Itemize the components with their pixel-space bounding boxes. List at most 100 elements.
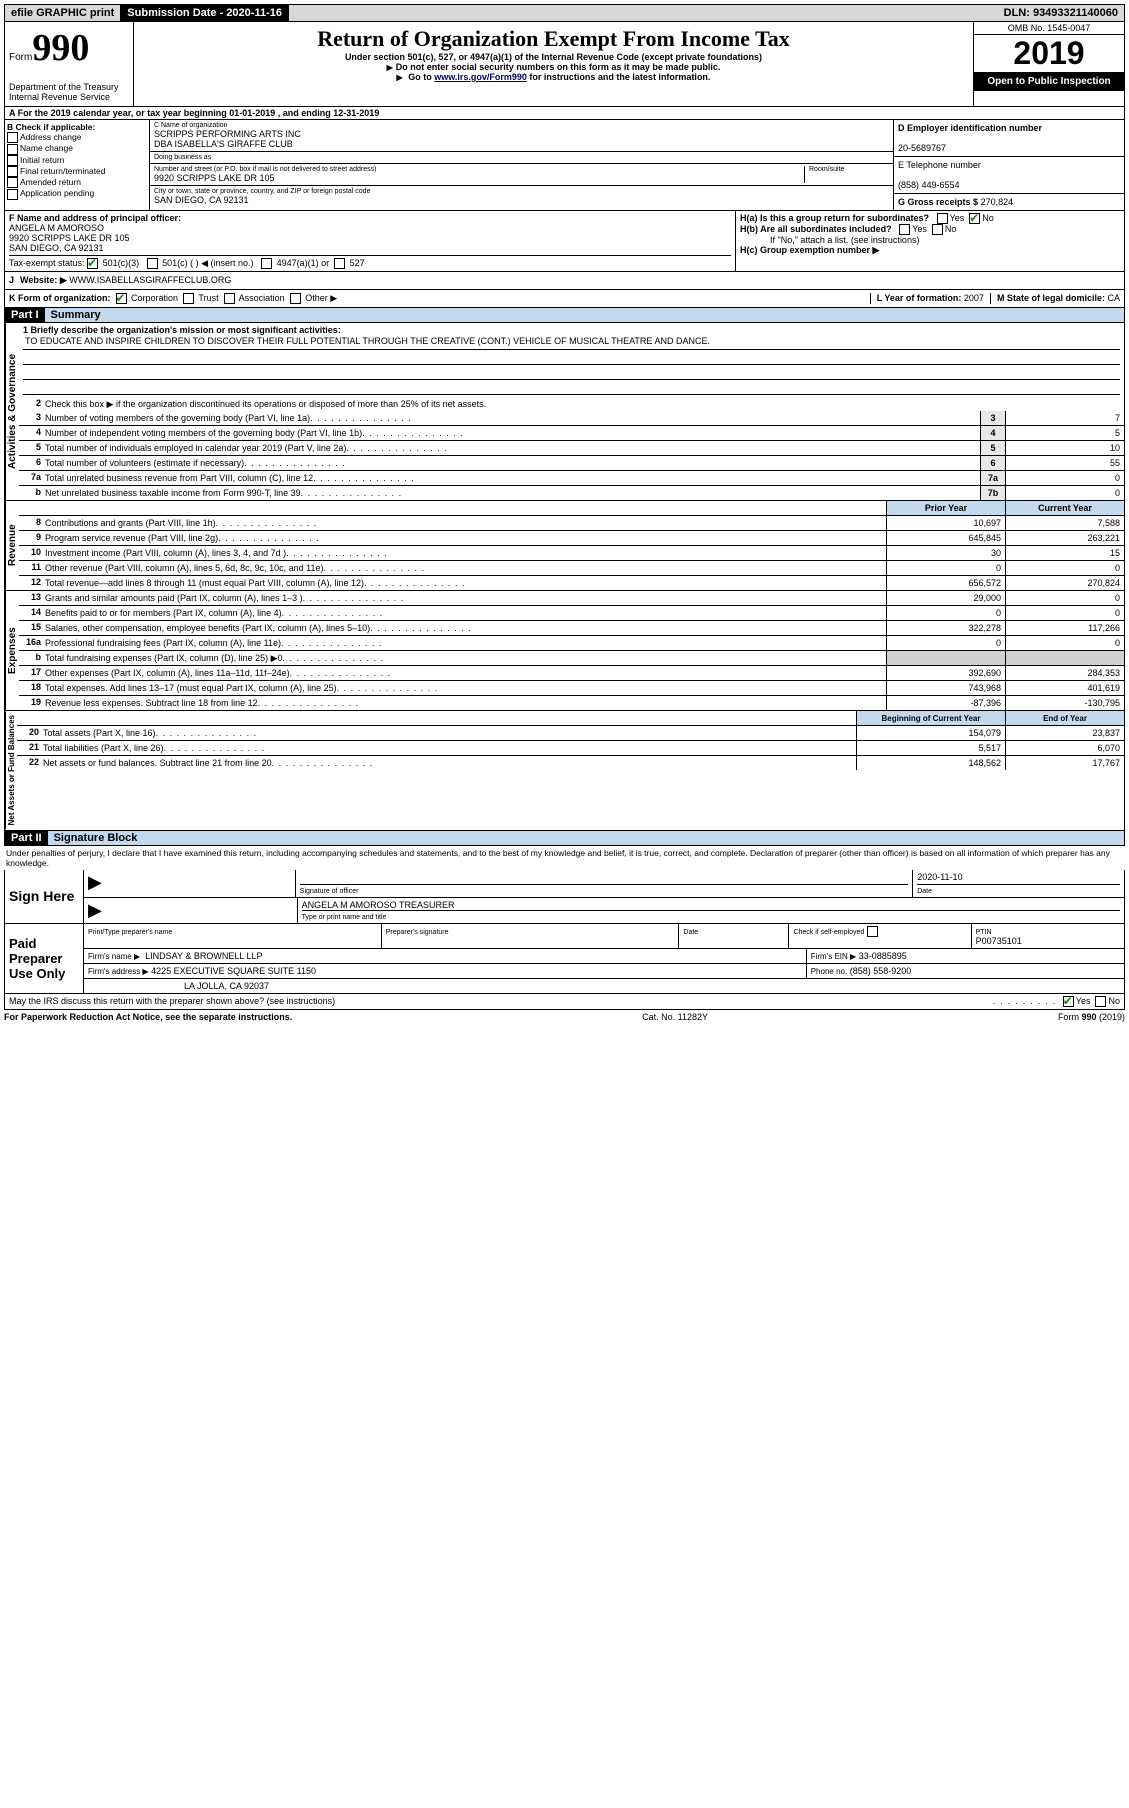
form-subtitle-1: Under section 501(c), 527, or 4947(a)(1)… (138, 52, 969, 62)
table-row: 17Other expenses (Part IX, column (A), l… (19, 666, 1124, 681)
block-j: J Website: ▶ WWW.ISABELLASGIRAFFECLUB.OR… (4, 272, 1125, 290)
exp-table: Expenses 13Grants and similar amounts pa… (4, 591, 1125, 711)
na-body: Beginning of Current Year End of Year 20… (17, 711, 1124, 829)
ag-body: 1 Briefly describe the organization's mi… (19, 323, 1124, 500)
vtab-revenue: Revenue (5, 501, 19, 590)
vtab-activities: Activities & Governance (5, 323, 19, 500)
table-row: 4Number of independent voting members of… (19, 426, 1124, 441)
table-row: 12Total revenue—add lines 8 through 11 (… (19, 576, 1124, 590)
block-fh: F Name and address of principal officer:… (4, 211, 1125, 272)
chk-hb-no[interactable] (932, 224, 943, 235)
table-row: bTotal fundraising expenses (Part IX, co… (19, 651, 1124, 666)
chk-trust[interactable] (183, 293, 194, 304)
part1-title: Summary (45, 308, 1124, 322)
chk-self-emp[interactable] (867, 926, 878, 937)
chk-name-change[interactable] (7, 144, 18, 155)
form-number: 990 (32, 27, 89, 69)
caret-icon-2: ▶ (84, 898, 298, 923)
block-e: E Telephone number (858) 449-6554 (894, 157, 1124, 194)
paid-preparer-label: Paid Preparer Use Only (5, 924, 84, 993)
footer-mid: Cat. No. 11282Y (642, 1012, 708, 1022)
table-row: 21Total liabilities (Part X, line 26)5,5… (17, 741, 1124, 756)
form-left: Form990 Department of the TreasuryIntern… (5, 22, 134, 106)
block-g: G Gross receipts $ 270,824 (894, 194, 1124, 210)
block-deg: D Employer identification number 20-5689… (893, 120, 1124, 210)
form-title: Return of Organization Exempt From Incom… (138, 26, 969, 52)
part2-header-row: Part II Signature Block (4, 831, 1125, 846)
block-h: H(a) Is this a group return for subordin… (736, 211, 1124, 271)
efile-label: efile GRAPHIC print (5, 5, 121, 21)
chk-4947[interactable] (261, 258, 272, 269)
line2: 2 Check this box ▶ if the organization d… (19, 397, 1124, 411)
rev-header: Prior Year Current Year (19, 501, 1124, 516)
rev-table: Revenue Prior Year Current Year 8Contrib… (4, 501, 1125, 591)
chk-501c3[interactable] (87, 258, 98, 269)
section-a: A For the 2019 calendar year, or tax yea… (4, 107, 1125, 120)
exp-body: 13Grants and similar amounts paid (Part … (19, 591, 1124, 710)
chk-final-return[interactable] (7, 166, 18, 177)
discuss-row: May the IRS discuss this return with the… (5, 994, 1124, 1009)
part2-badge: Part II (5, 831, 48, 845)
table-row: 20Total assets (Part X, line 16)154,0792… (17, 726, 1124, 741)
footer-right: Form 990 (2019) (1058, 1012, 1125, 1022)
part1-header-row: Part I Summary (4, 308, 1125, 323)
table-row: 8Contributions and grants (Part VIII, li… (19, 516, 1124, 531)
table-row: 14Benefits paid to or for members (Part … (19, 606, 1124, 621)
paid-preparer-row: Paid Preparer Use Only Print/Type prepar… (5, 924, 1124, 994)
city-row: City or town, state or province, country… (150, 186, 893, 207)
form-subtitle-2: Do not enter social security numbers on … (138, 62, 969, 72)
block-b: B Check if applicable: Address change Na… (5, 120, 150, 210)
na-table: Net Assets or Fund Balances Beginning of… (4, 711, 1125, 830)
table-row: 16aProfessional fundraising fees (Part I… (19, 636, 1124, 651)
chk-ha-yes[interactable] (937, 213, 948, 224)
part2-title: Signature Block (48, 831, 1124, 845)
chk-501c[interactable] (147, 258, 158, 269)
chk-address-change[interactable] (7, 132, 18, 143)
line1-block: 1 Briefly describe the organization's mi… (19, 323, 1124, 397)
chk-discuss-yes[interactable] (1063, 996, 1074, 1007)
mission-text: TO EDUCATE AND INSPIRE CHILDREN TO DISCO… (23, 335, 1120, 350)
table-row: 6Total number of volunteers (estimate if… (19, 456, 1124, 471)
chk-app-pending[interactable] (7, 189, 18, 200)
chk-hb-yes[interactable] (899, 224, 910, 235)
open-public-badge: Open to Public Inspection (974, 72, 1124, 91)
footer: For Paperwork Reduction Act Notice, see … (4, 1010, 1125, 1024)
form-subtitle-3: Go to www.irs.gov/Form990 for instructio… (138, 72, 969, 82)
topbar: efile GRAPHIC print Submission Date - 20… (4, 4, 1125, 22)
rev-body: Prior Year Current Year 8Contributions a… (19, 501, 1124, 590)
table-row: 7aTotal unrelated business revenue from … (19, 471, 1124, 486)
chk-discuss-no[interactable] (1095, 996, 1106, 1007)
dba-row: Doing business as (150, 152, 893, 164)
chk-initial-return[interactable] (7, 155, 18, 166)
caret-icon: ▶ (84, 870, 296, 897)
irs-link[interactable]: www.irs.gov/Form990 (434, 72, 527, 82)
vtab-expenses: Expenses (5, 591, 19, 710)
footer-left: For Paperwork Reduction Act Notice, see … (4, 1012, 292, 1022)
table-row: 11Other revenue (Part VIII, column (A), … (19, 561, 1124, 576)
table-row: 5Total number of individuals employed in… (19, 441, 1124, 456)
tax-year: 2019 (974, 35, 1124, 72)
block-c: C Name of organization SCRIPPS PERFORMIN… (150, 120, 893, 210)
table-row: 15Salaries, other compensation, employee… (19, 621, 1124, 636)
table-row: 10Investment income (Part VIII, column (… (19, 546, 1124, 561)
addr-row: Number and street (or P.O. box if mail i… (150, 164, 893, 186)
chk-corp[interactable] (116, 293, 127, 304)
table-row: 22Net assets or fund balances. Subtract … (17, 756, 1124, 770)
chk-amended[interactable] (7, 177, 18, 188)
chk-other[interactable] (290, 293, 301, 304)
block-klm: K Form of organization: Corporation Trus… (4, 290, 1125, 308)
table-row: 18Total expenses. Add lines 13–17 (must … (19, 681, 1124, 696)
chk-527[interactable] (334, 258, 345, 269)
table-row: 9Program service revenue (Part VIII, lin… (19, 531, 1124, 546)
table-row: 19Revenue less expenses. Subtract line 1… (19, 696, 1124, 710)
block-d: D Employer identification number 20-5689… (894, 120, 1124, 157)
block-f: F Name and address of principal officer:… (5, 211, 736, 271)
form-center: Return of Organization Exempt From Incom… (134, 22, 973, 106)
chk-assoc[interactable] (224, 293, 235, 304)
na-header: Beginning of Current Year End of Year (17, 711, 1124, 726)
vtab-netassets: Net Assets or Fund Balances (5, 711, 17, 829)
part1-badge: Part I (5, 308, 45, 322)
chk-ha-no[interactable] (969, 213, 980, 224)
table-row: bNet unrelated business taxable income f… (19, 486, 1124, 500)
submission-date-btn[interactable]: Submission Date - 2020-11-16 (121, 5, 289, 21)
